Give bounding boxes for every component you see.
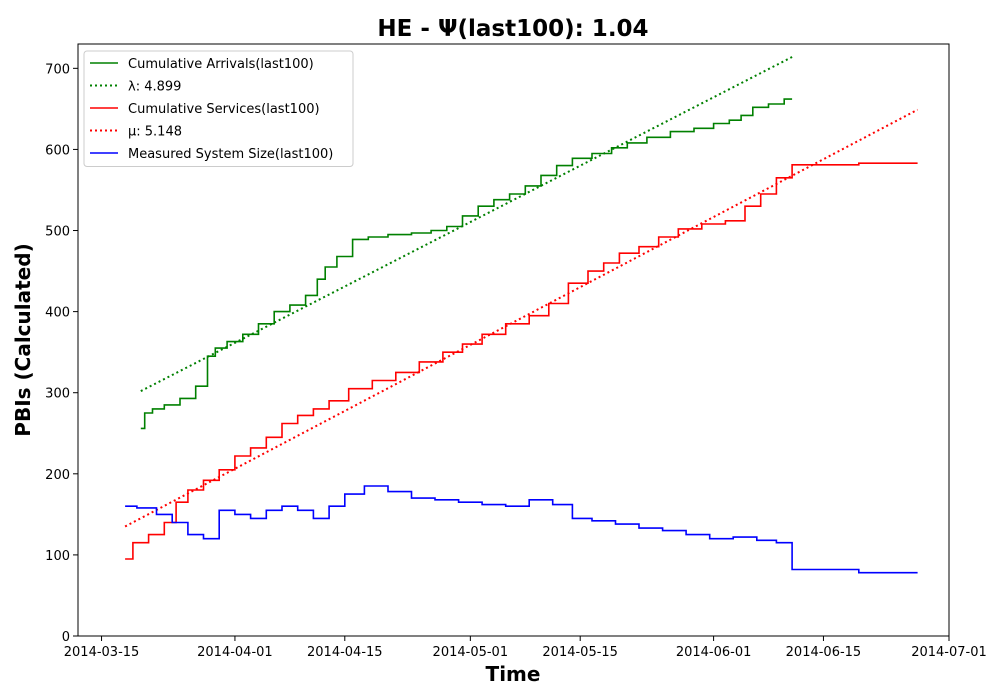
y-tick-label-4: 400 <box>45 306 70 321</box>
legend-label-4: Measured System Size(last100) <box>128 147 333 162</box>
x-tick-label-6: 2014-06-15 <box>786 645 862 660</box>
legend-box <box>83 50 354 167</box>
series-line-4 <box>125 485 918 574</box>
y-tick-label-7: 700 <box>45 62 70 77</box>
x-tick-label-7: 2014-07-01 <box>911 645 987 660</box>
series-line-1 <box>140 56 793 392</box>
y-tick-label-0: 0 <box>62 630 70 645</box>
x-axis-label: Time <box>486 662 541 686</box>
legend-label-3: μ: 5.148 <box>128 125 182 140</box>
x-tick-label-1: 2014-04-01 <box>197 645 273 660</box>
x-tick-label-0: 2014-03-15 <box>64 645 140 660</box>
series-line-3 <box>124 108 919 528</box>
x-tick-label-3: 2014-05-01 <box>433 645 509 660</box>
x-tick-label-2: 2014-04-15 <box>307 645 383 660</box>
legend: Cumulative Arrivals(last100) λ: 4.899 Cumu… <box>83 50 354 167</box>
y-tick-label-1: 100 <box>45 549 70 564</box>
legend-label-1: λ: 4.899 <box>128 80 181 95</box>
y-tick-label-5: 500 <box>45 225 70 240</box>
y-tick-label-6: 600 <box>45 143 70 158</box>
y-tick-label-3: 300 <box>45 387 70 402</box>
plot-area: 0 100 200 300 400 500 600 700 2014-03-15 2014-04-… <box>45 43 987 660</box>
x-tick-label-5: 2014-06-01 <box>676 645 752 660</box>
legend-label-2: Cumulative Services(last100) <box>128 102 320 117</box>
chart-title: HE - Ψ(last100): 1.04 <box>377 16 648 42</box>
y-tick-label-2: 200 <box>45 468 70 483</box>
plot-frame <box>77 43 950 637</box>
series-line-0 <box>140 98 793 430</box>
series-line-2 <box>125 162 918 560</box>
y-axis-label: PBIs (Calculated) <box>11 243 35 436</box>
legend-label-0: Cumulative Arrivals(last100) <box>128 57 314 72</box>
x-tick-label-4: 2014-05-15 <box>542 645 618 660</box>
